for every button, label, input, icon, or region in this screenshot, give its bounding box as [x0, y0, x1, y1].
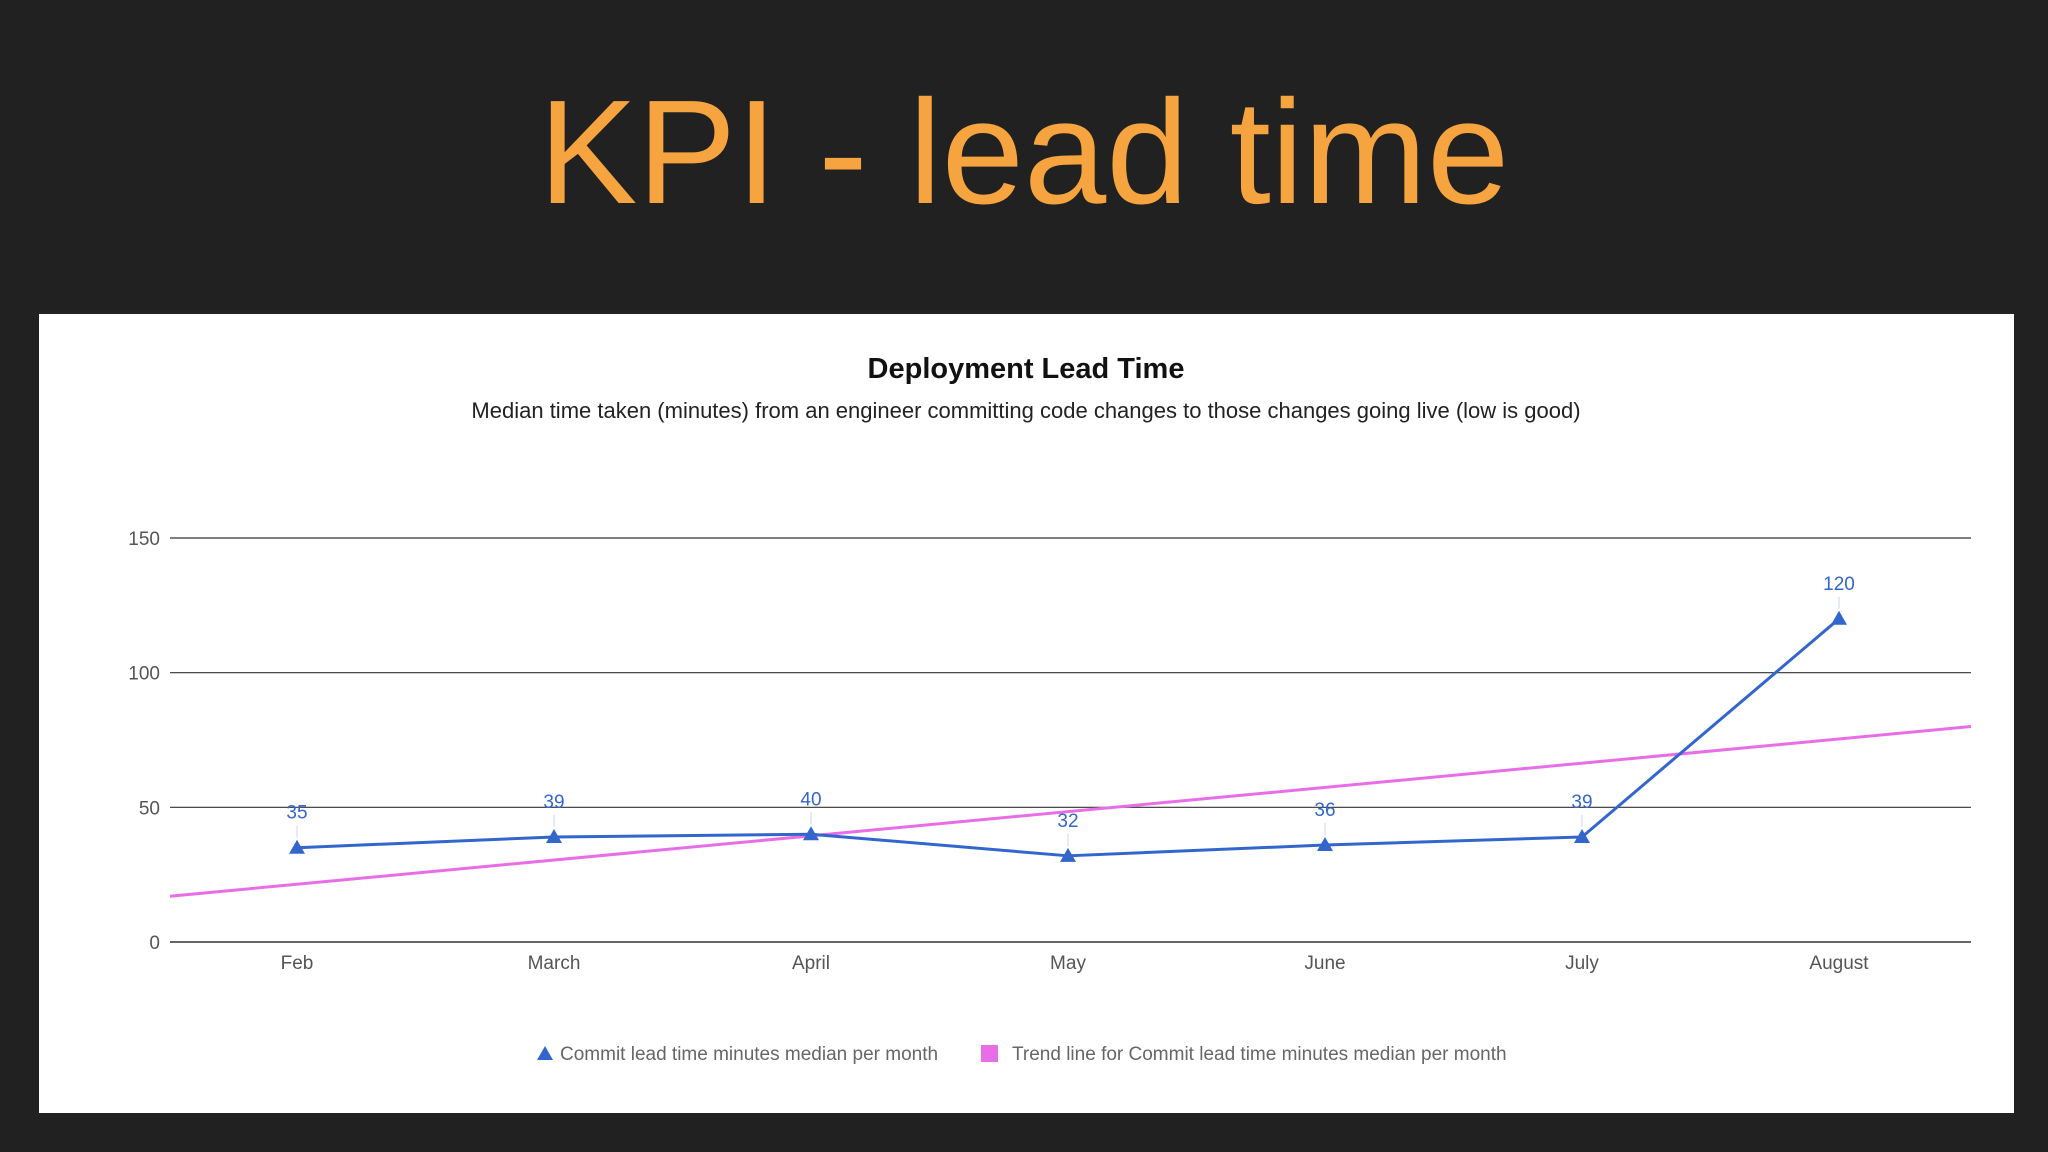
- chart-subtitle: Median time taken (minutes) from an engi…: [471, 398, 1580, 423]
- data-label: 39: [1571, 792, 1592, 813]
- chart-card: Deployment Lead Time Median time taken (…: [39, 314, 2014, 1113]
- data-point-marker[interactable]: [1317, 837, 1333, 852]
- trendline-layer: [169, 725, 1972, 898]
- x-tick-label: Feb: [281, 953, 314, 974]
- data-label: 40: [800, 789, 821, 810]
- legend-item-trend[interactable]: Trend line for Commit lead time minutes …: [981, 1044, 1507, 1065]
- legend-series-triangle-icon: [537, 1046, 553, 1060]
- x-tick-label: August: [1809, 953, 1869, 974]
- legend-trend-square-icon: [981, 1045, 998, 1062]
- series-layer: [289, 610, 1847, 862]
- chart-title: Deployment Lead Time: [868, 353, 1185, 385]
- legend-trend-label: Trend line for Commit lead time minutes …: [1012, 1044, 1507, 1065]
- trend-line: [169, 725, 1972, 898]
- x-axis-ticks: Feb March April May June July August: [281, 953, 1870, 974]
- data-label: 120: [1823, 574, 1855, 595]
- data-point-marker[interactable]: [289, 839, 305, 854]
- x-tick-label: May: [1050, 953, 1086, 974]
- data-point-marker[interactable]: [1060, 847, 1076, 862]
- data-label: 39: [543, 792, 564, 813]
- y-tick-label: 0: [149, 933, 160, 954]
- data-label: 36: [1314, 800, 1335, 821]
- x-tick-label: July: [1565, 953, 1599, 974]
- data-point-marker[interactable]: [803, 826, 819, 841]
- legend-item-series[interactable]: Commit lead time minutes median per mont…: [537, 1044, 938, 1065]
- y-tick-label: 100: [128, 664, 160, 685]
- slide-title: KPI - lead time: [538, 70, 1510, 235]
- data-label: 32: [1057, 811, 1078, 832]
- y-axis-ticks: 0 50 100 150: [128, 529, 160, 954]
- data-point-marker[interactable]: [1831, 610, 1847, 625]
- lead-time-chart: Deployment Lead Time Median time taken (…: [128, 353, 1972, 1065]
- x-tick-label: March: [528, 953, 581, 974]
- x-tick-label: April: [792, 953, 830, 974]
- gridlines: [170, 537, 1971, 943]
- legend-series-label: Commit lead time minutes median per mont…: [560, 1044, 938, 1065]
- y-tick-label: 50: [139, 798, 160, 819]
- y-tick-label: 150: [128, 529, 160, 550]
- data-point-marker[interactable]: [546, 828, 562, 843]
- data-label: 35: [286, 803, 307, 824]
- data-labels: 35 39 40 32 36 39 120: [286, 574, 1855, 846]
- x-tick-label: June: [1304, 953, 1345, 974]
- data-point-marker[interactable]: [1574, 828, 1590, 843]
- legend: Commit lead time minutes median per mont…: [537, 1044, 1507, 1065]
